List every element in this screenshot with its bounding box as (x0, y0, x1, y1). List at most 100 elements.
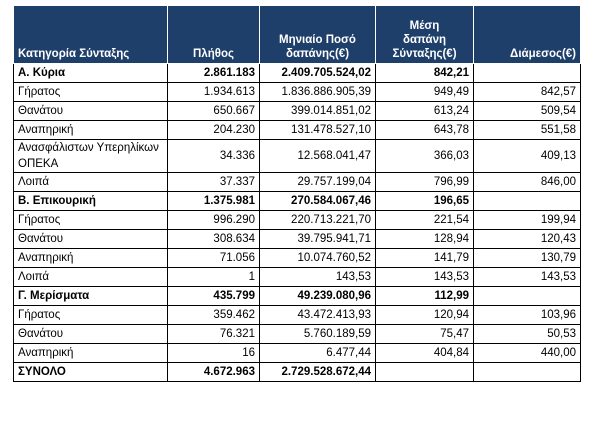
table-cell (473, 362, 581, 382)
header-cell: Κατηγορία Σύνταξης (13, 5, 168, 64)
table-cell: 131.478.527,10 (259, 120, 376, 140)
table-cell: 39.795.941,71 (259, 229, 376, 249)
table-cell: 796,99 (375, 172, 474, 192)
table-cell: 143,53 (375, 267, 474, 287)
table-cell: 270.584.067,46 (259, 191, 376, 211)
table-row: Αναπηρική 204.230 131.478.527,10 643,78 551,… (13, 120, 581, 140)
table-cell: 650.667 (167, 101, 260, 121)
table-cell (473, 191, 581, 211)
table-row: Γήρατος 359.462 43.472.413,93 120,94 103,96 (13, 305, 581, 325)
table-cell: 308.634 (167, 229, 260, 249)
table-cell: 141,79 (375, 248, 474, 268)
header-cell: Διάμεσος(€) (473, 5, 581, 64)
table-cell: ΣΥΝΟΛΟ (13, 362, 168, 382)
table-cell: Λοιπά (13, 172, 168, 192)
table-cell (473, 63, 581, 83)
table-cell: 6.477,44 (259, 343, 376, 363)
table-cell (375, 362, 474, 382)
table-cell: 2.729.528.672,44 (259, 362, 376, 382)
table-cell: 221,54 (375, 210, 474, 230)
table-cell: 50,53 (473, 324, 581, 344)
table-cell: 440,00 (473, 343, 581, 363)
table-cell: 996.290 (167, 210, 260, 230)
header-text: Μηνιαίο Ποσό δαπάνης(€) (279, 34, 356, 60)
table-cell: Λοιπά (13, 267, 168, 287)
table-cell: 12.568.041,47 (259, 139, 376, 173)
table-cell: 204.230 (167, 120, 260, 140)
table-cell: 143,53 (259, 267, 376, 287)
table-cell: Ανασφάλιστων Υπερηλίκων ΟΠΕΚΑ (13, 139, 168, 173)
table-cell: Γ. Μερίσματα (13, 286, 168, 306)
table-cell: 435.799 (167, 286, 260, 306)
table-cell: 71.056 (167, 248, 260, 268)
table-cell: 143,53 (473, 267, 581, 287)
table-row: ΣΥΝΟΛΟ 4.672.963 2.729.528.672,44 (13, 362, 581, 382)
table-cell: 112,99 (375, 286, 474, 306)
table-cell: 29.757.199,04 (259, 172, 376, 192)
table-cell: 366,03 (375, 139, 474, 173)
table-row: Λοιπά 1 143,53 143,53 143,53 (13, 267, 581, 287)
table-row: Γήρατος 1.934.613 1.836.886.905,39 949,49 84… (13, 82, 581, 102)
table-cell: 842,21 (375, 63, 474, 83)
table-cell: 613,24 (375, 101, 474, 121)
header-cell: Μέση δαπάνη Σύνταξης(€) (375, 5, 474, 64)
table-cell: Θανάτου (13, 229, 168, 249)
table-cell: 120,43 (473, 229, 581, 249)
table-body: Α. Κύρια 2.861.183 2.409.705.524,02 842,21 Γ… (13, 63, 581, 382)
table-cell (473, 286, 581, 306)
table-cell: 75,47 (375, 324, 474, 344)
table-row: Αναπηρική 16 6.477,44 404,84 440,00 (13, 343, 581, 363)
header-row: Κατηγορία Σύνταξης Πλήθος Μηνιαίο Ποσό δ… (13, 5, 581, 64)
table-cell: 103,96 (473, 305, 581, 325)
table-cell: 842,57 (473, 82, 581, 102)
table-cell: 1.375.981 (167, 191, 260, 211)
table-cell: 5.760.189,59 (259, 324, 376, 344)
header-cell: Πλήθος (167, 5, 260, 64)
table-cell: 128,94 (375, 229, 474, 249)
table-cell: 34.336 (167, 139, 260, 173)
table-cell: 1.836.886.905,39 (259, 82, 376, 102)
table-cell: Β. Επικουρική (13, 191, 168, 211)
table-cell: 49.239.080,96 (259, 286, 376, 306)
table-cell: Αναπηρική (13, 120, 168, 140)
table-cell: 220.713.221,70 (259, 210, 376, 230)
table-cell: Θανάτου (13, 324, 168, 344)
table-cell: 199,94 (473, 210, 581, 230)
table-cell: 643,78 (375, 120, 474, 140)
table-row: Γ. Μερίσματα 435.799 49.239.080,96 112,99 (13, 286, 581, 306)
table-cell: Γήρατος (13, 210, 168, 230)
table-cell: 43.472.413,93 (259, 305, 376, 325)
table-row: Β. Επικουρική 1.375.981 270.584.067,46 196,… (13, 191, 581, 211)
table-row: Ανασφάλιστων Υπερηλίκων ΟΠΕΚΑ 34.336 12.56… (13, 139, 581, 173)
table-cell: 196,65 (375, 191, 474, 211)
table-row: Θανάτου 650.667 399.014.851,02 613,24 509,54 (13, 101, 581, 121)
table-row: Γήρατος 996.290 220.713.221,70 221,54 199,94 (13, 210, 581, 230)
table-row: Θανάτου 76.321 5.760.189,59 75,47 50,53 (13, 324, 581, 344)
table-cell: 509,54 (473, 101, 581, 121)
table-row: Αναπηρική 71.056 10.074.760,52 141,79 130,79 (13, 248, 581, 268)
table-cell: 120,94 (375, 305, 474, 325)
table-cell: Αναπηρική (13, 248, 168, 268)
pension-table: Κατηγορία Σύνταξης Πλήθος Μηνιαίο Ποσό δ… (13, 5, 581, 382)
table-cell: 4.672.963 (167, 362, 260, 382)
table-cell: 359.462 (167, 305, 260, 325)
table-cell: 846,00 (473, 172, 581, 192)
table-cell: 409,13 (473, 139, 581, 173)
table-cell: 2.861.183 (167, 63, 260, 83)
table-cell: Γήρατος (13, 82, 168, 102)
table-cell: Θανάτου (13, 101, 168, 121)
table-cell: 1.934.613 (167, 82, 260, 102)
table-cell: 551,58 (473, 120, 581, 140)
table-cell: 404,84 (375, 343, 474, 363)
header-cell: Μηνιαίο Ποσό δαπάνης(€) (259, 5, 376, 64)
table-cell: 16 (167, 343, 260, 363)
header-text: Μέση δαπάνη Σύνταξης(€) (392, 20, 457, 60)
table-cell: 10.074.760,52 (259, 248, 376, 268)
table-cell: Α. Κύρια (13, 63, 168, 83)
table-row: Λοιπά 37.337 29.757.199,04 796,99 846,00 (13, 172, 581, 192)
table-cell: 1 (167, 267, 260, 287)
table-row: Α. Κύρια 2.861.183 2.409.705.524,02 842,21 (13, 63, 581, 83)
table-cell: 76.321 (167, 324, 260, 344)
table-cell: 37.337 (167, 172, 260, 192)
